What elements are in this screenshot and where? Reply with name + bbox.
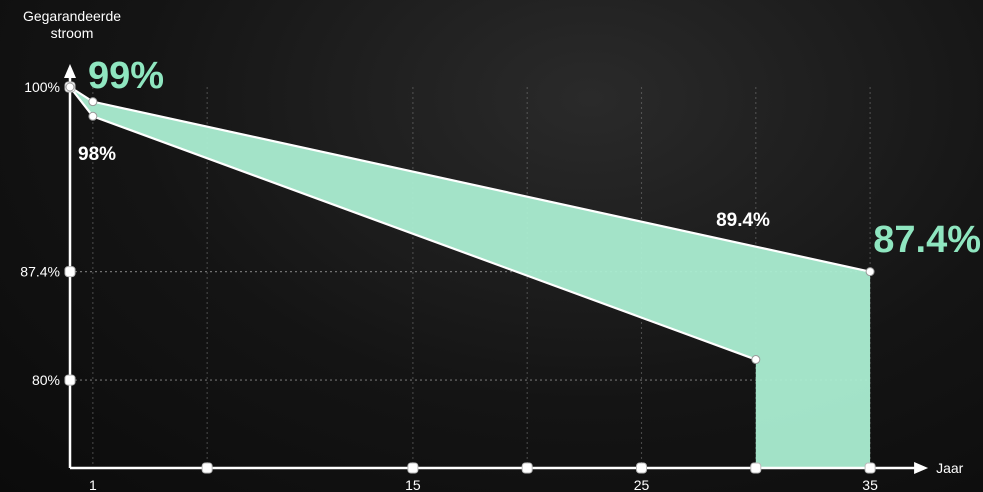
x-axis-arrow — [914, 462, 929, 474]
annotation-87-4: 87.4% — [873, 219, 981, 261]
y-tick-marker — [64, 374, 76, 386]
y-tick-label: 100% — [24, 79, 60, 95]
x-tick-marker — [636, 462, 647, 474]
data-point — [751, 355, 761, 365]
x-tick-marker — [407, 462, 419, 474]
x-tick-marker — [201, 462, 213, 474]
guarantee-band — [70, 87, 871, 468]
x-tick-label: 1 — [89, 477, 97, 492]
x-tick-marker — [521, 462, 533, 474]
data-point — [88, 111, 98, 121]
x-tick-label: 25 — [634, 477, 650, 492]
y-tick-label: 80% — [32, 372, 60, 388]
annotation-89-4: 89.4% — [716, 210, 770, 231]
x-tick-label: 35 — [862, 477, 878, 492]
y-tick-marker — [64, 266, 76, 278]
x-tick-label: 15 — [405, 477, 421, 492]
y-axis-arrow — [64, 64, 76, 78]
data-point — [865, 267, 875, 277]
annotation-98: 98% — [78, 144, 116, 165]
data-point — [88, 97, 98, 107]
annotation-99: 99% — [88, 55, 164, 97]
x-axis-title: Jaar — [936, 460, 964, 476]
data-point — [65, 82, 75, 92]
x-tick-marker — [750, 462, 762, 474]
x-tick-marker — [864, 462, 876, 474]
y-tick-label: 87.4% — [20, 264, 60, 280]
y-axis-title: Gegarandeerde stroom — [22, 8, 122, 41]
